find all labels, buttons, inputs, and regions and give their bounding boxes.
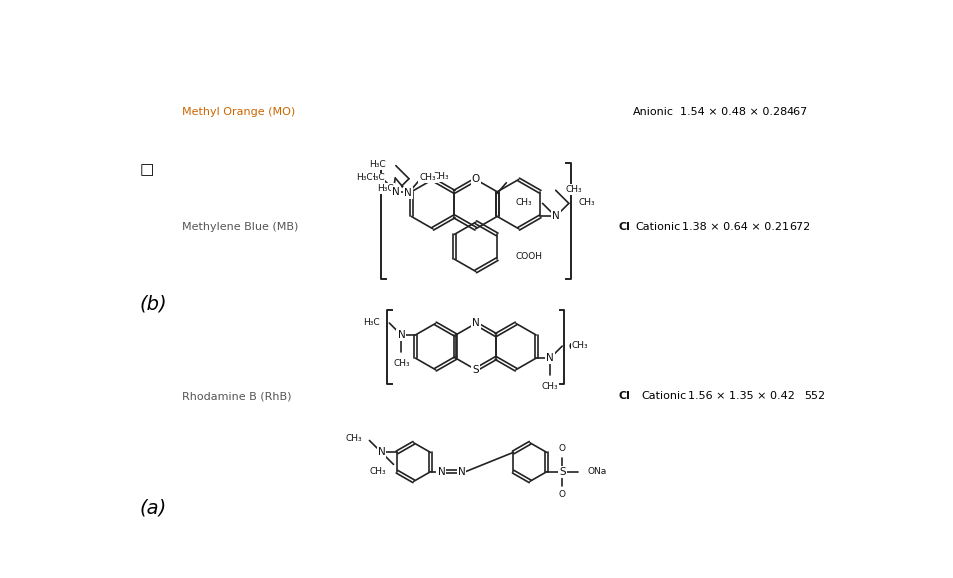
- Text: N: N: [551, 212, 559, 221]
- Text: CH₃: CH₃: [393, 359, 409, 368]
- Text: CH₃: CH₃: [345, 435, 361, 443]
- Text: 552: 552: [803, 391, 824, 402]
- Text: O: O: [471, 175, 479, 184]
- Text: N: N: [377, 447, 385, 457]
- Text: Cl: Cl: [618, 391, 630, 402]
- Text: CH₃: CH₃: [432, 172, 448, 181]
- Text: □: □: [140, 162, 154, 177]
- Text: 467: 467: [785, 106, 807, 117]
- Text: N: N: [392, 187, 399, 197]
- Text: Cationic: Cationic: [640, 391, 686, 402]
- Text: Cationic: Cationic: [635, 223, 679, 232]
- Text: O: O: [558, 444, 565, 453]
- Text: N: N: [472, 318, 479, 328]
- Text: CH₃: CH₃: [541, 382, 558, 391]
- Text: CH₃: CH₃: [418, 173, 436, 183]
- Text: CH₃: CH₃: [516, 198, 532, 207]
- Text: O: O: [558, 490, 565, 499]
- Text: N: N: [457, 466, 465, 477]
- Text: CH₃: CH₃: [369, 468, 385, 476]
- Text: CH₃: CH₃: [571, 341, 587, 350]
- Text: S: S: [472, 365, 478, 375]
- Text: ONa: ONa: [586, 467, 606, 476]
- Text: CH₃: CH₃: [565, 185, 581, 194]
- Text: (b): (b): [140, 294, 168, 313]
- Text: 1.38 × 0.64 × 0.21: 1.38 × 0.64 × 0.21: [681, 223, 788, 232]
- Text: Anionic: Anionic: [633, 106, 674, 117]
- Text: N: N: [437, 466, 445, 477]
- Text: N: N: [397, 330, 405, 340]
- Text: N: N: [404, 188, 412, 198]
- Text: H₃C: H₃C: [355, 173, 373, 183]
- Text: H₃C: H₃C: [368, 173, 384, 183]
- Text: 1.56 × 1.35 × 0.42: 1.56 × 1.35 × 0.42: [687, 391, 794, 402]
- Text: H₃C: H₃C: [369, 160, 385, 169]
- Text: Cl: Cl: [577, 199, 588, 209]
- Text: Methyl Orange (MO): Methyl Orange (MO): [182, 106, 295, 117]
- Text: H₃C: H₃C: [363, 318, 379, 327]
- Text: Rhodamine B (RhB): Rhodamine B (RhB): [182, 391, 292, 402]
- Text: COOH: COOH: [515, 253, 541, 261]
- Text: CH₃: CH₃: [578, 198, 595, 207]
- Text: (a): (a): [140, 499, 167, 518]
- Text: 1.54 × 0.48 × 0.28: 1.54 × 0.48 × 0.28: [679, 106, 786, 117]
- Text: Methylene Blue (MB): Methylene Blue (MB): [182, 223, 298, 232]
- Text: S: S: [558, 466, 565, 477]
- Text: 672: 672: [788, 223, 809, 232]
- Text: H₃C: H₃C: [376, 184, 394, 193]
- Text: N: N: [546, 353, 554, 363]
- Text: Cl: Cl: [568, 342, 579, 351]
- Text: Cl: Cl: [618, 223, 630, 232]
